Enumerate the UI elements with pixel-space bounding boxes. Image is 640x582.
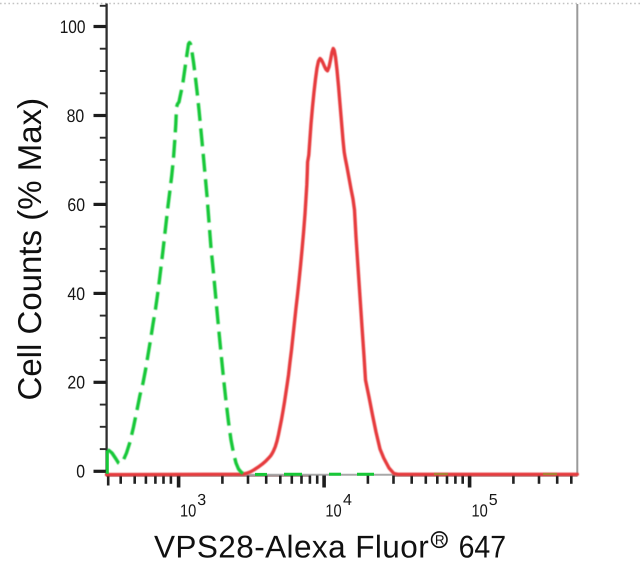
svg-text:60: 60 [67,195,85,215]
svg-text:10: 10 [325,501,342,521]
svg-text:647: 647 [459,529,507,565]
svg-text:Cell Counts (% Max): Cell Counts (% Max) [11,98,48,401]
svg-text:10: 10 [180,501,197,521]
svg-text:100: 100 [60,17,86,37]
svg-text:3: 3 [197,492,206,509]
svg-text:10: 10 [472,501,489,521]
svg-text:R: R [435,532,445,547]
svg-text:40: 40 [67,284,85,304]
svg-text:4: 4 [343,492,352,509]
svg-text:80: 80 [67,106,85,126]
svg-text:VPS28-Alexa Fluor: VPS28-Alexa Fluor [154,529,429,565]
svg-text:0: 0 [76,462,85,482]
svg-text:5: 5 [489,492,498,509]
svg-text:20: 20 [67,373,85,393]
